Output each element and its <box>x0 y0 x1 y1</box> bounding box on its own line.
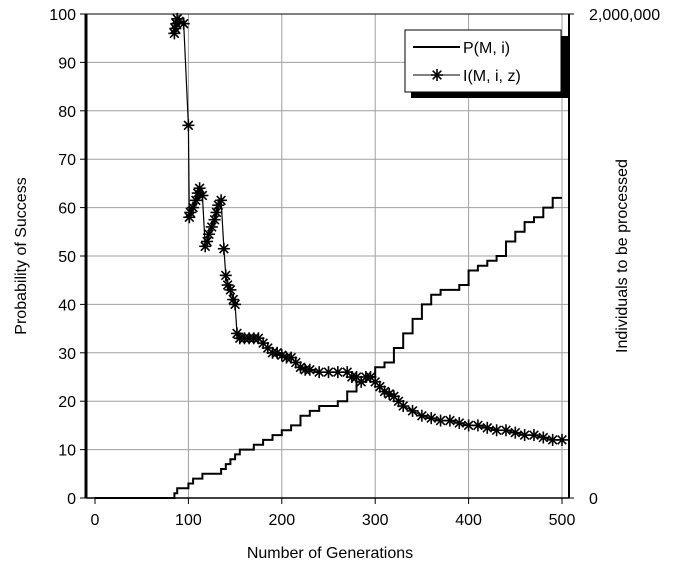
data-point-marker <box>215 194 228 207</box>
data-point-marker <box>453 416 466 429</box>
data-point-marker <box>210 206 223 219</box>
data-point-marker <box>471 419 484 432</box>
data-point-marker <box>229 298 242 311</box>
x-tick-label: 100 <box>175 512 202 529</box>
data-point-marker <box>177 17 190 30</box>
y-tick-label: 90 <box>58 55 76 72</box>
x-axis-title: Number of Generations <box>247 545 413 562</box>
y-tick-label: 60 <box>58 201 76 218</box>
y-tick-label: 50 <box>58 249 76 266</box>
legend-label-i: I(M, i, z) <box>463 68 521 85</box>
data-point-marker <box>537 431 550 444</box>
x-tick-label: 300 <box>362 512 389 529</box>
data-point-marker <box>208 213 221 226</box>
y-tick-label: 40 <box>58 297 76 314</box>
series-line-0 <box>95 196 562 499</box>
y-tick-label: 80 <box>58 104 76 121</box>
data-point-marker <box>415 409 428 422</box>
data-point-marker <box>499 424 512 437</box>
data-point-marker <box>443 414 456 427</box>
data-point-marker <box>509 426 522 439</box>
data-point-marker <box>527 429 540 442</box>
y2-axis-ticks: 0 2,000,000 <box>569 7 660 508</box>
data-point-marker <box>217 242 230 255</box>
x-tick-label: 0 <box>91 512 100 529</box>
series-layer <box>95 12 568 499</box>
data-point-marker <box>182 119 195 132</box>
legend-asterisk-icon <box>431 69 443 81</box>
data-point-marker <box>481 421 494 434</box>
y-tick-label: 10 <box>58 443 76 460</box>
data-point-marker <box>397 400 410 413</box>
y-axis-title: Probability of Success <box>13 177 30 334</box>
data-point-marker <box>406 404 419 417</box>
legend-box <box>404 29 562 93</box>
data-point-marker <box>303 363 316 376</box>
y-tick-label: 70 <box>58 152 76 169</box>
x-tick-label: 400 <box>455 512 482 529</box>
data-point-marker <box>556 433 568 446</box>
data-point-marker <box>201 235 214 248</box>
y2-tick-label: 2,000,000 <box>589 7 660 24</box>
y-tick-label: 20 <box>58 394 76 411</box>
data-point-marker <box>425 412 438 425</box>
x-axis-ticks: 0 100 200 300 400 500 <box>91 498 576 529</box>
y-axis-ticks: 0 10 20 30 40 50 60 70 80 90 100 <box>49 7 86 508</box>
y2-axis-title: Individuals to be processed <box>614 159 631 353</box>
x-tick-label: 200 <box>268 512 295 529</box>
legend-marker-i <box>431 69 443 81</box>
data-point-marker <box>196 189 209 202</box>
y-tick-label: 100 <box>49 7 76 24</box>
legend: P(M, i) I(M, i, z) <box>404 29 570 98</box>
x-tick-label: 500 <box>549 512 576 529</box>
y-tick-label: 0 <box>67 491 76 508</box>
data-point-marker <box>219 269 232 282</box>
y2-tick-label: 0 <box>589 491 598 508</box>
data-point-marker <box>189 194 202 207</box>
data-point-marker <box>462 419 475 432</box>
data-point-marker <box>224 283 237 296</box>
y-tick-label: 30 <box>58 346 76 363</box>
legend-label-p: P(M, i) <box>463 40 510 57</box>
